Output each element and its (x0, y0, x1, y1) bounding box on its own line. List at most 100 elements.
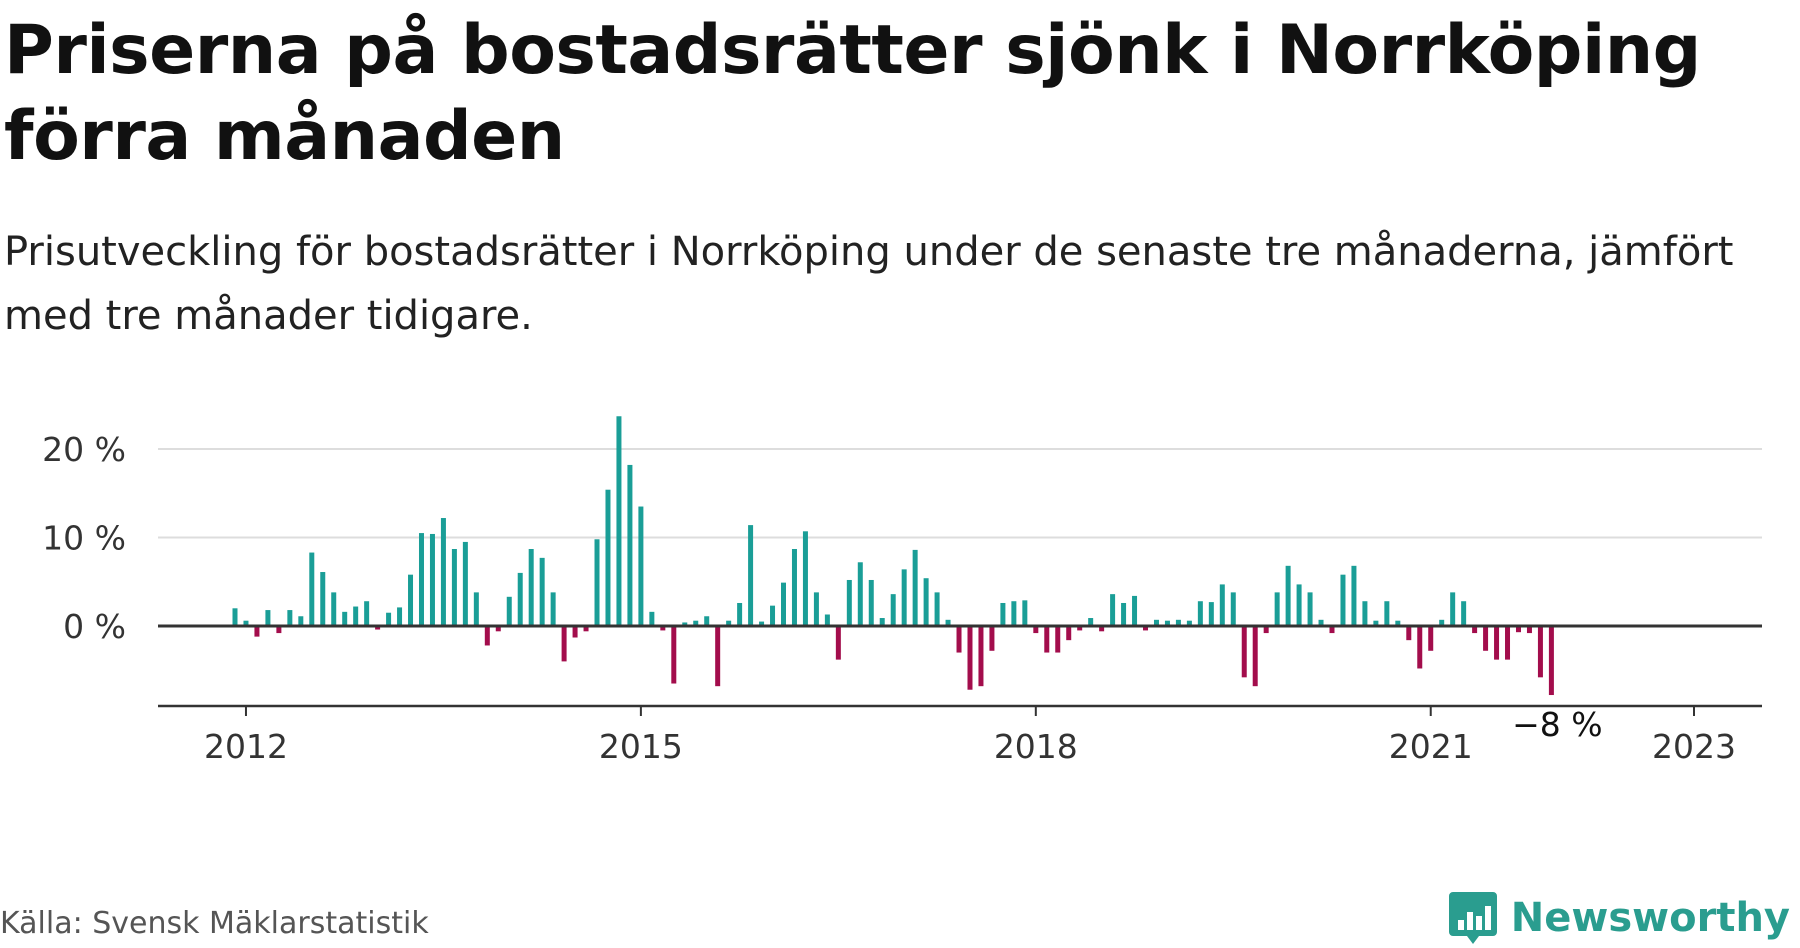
bar (1505, 626, 1511, 660)
bar (276, 626, 282, 634)
bar (473, 592, 479, 626)
bar (1132, 595, 1138, 626)
bar (802, 531, 808, 626)
bar (1088, 618, 1094, 626)
bar (1000, 602, 1006, 626)
bar (1055, 626, 1061, 653)
bar (451, 549, 457, 626)
bar (1494, 626, 1500, 660)
source-note: Källa: Svensk Mäklarstatistik (0, 906, 429, 941)
x-tick-label: 2012 (204, 727, 288, 766)
bar (1384, 601, 1390, 626)
bar (835, 626, 841, 660)
brand-logo[interactable]: Newsworthy (1448, 888, 1790, 948)
bar (1011, 601, 1017, 626)
bar (1143, 626, 1149, 631)
bar (1296, 584, 1302, 626)
bar (1274, 592, 1280, 626)
bar (1022, 600, 1028, 626)
bar (1307, 592, 1313, 626)
bar (671, 626, 677, 684)
bar (824, 614, 830, 627)
x-axis-labels: 2012 2015 2018 2021 2023 −8 % (204, 701, 1736, 766)
x-tick-label: 2018 (994, 727, 1078, 766)
bar (857, 562, 863, 626)
bar (1099, 626, 1105, 632)
last-value-label: −8 % (1512, 705, 1603, 744)
bar (1252, 626, 1258, 687)
bar (726, 620, 732, 626)
bar (386, 612, 392, 626)
bar (528, 549, 534, 626)
bar (1351, 565, 1357, 626)
chart-subtitle: Prisutveckling för bostadsrätter i Norrk… (4, 229, 1734, 339)
bar (682, 622, 688, 626)
y-axis-labels: 0 % 10 % 20 % (42, 430, 126, 646)
bar (1340, 574, 1346, 626)
bar (1537, 626, 1543, 678)
bar (397, 607, 403, 626)
bar (759, 621, 765, 626)
bar (1197, 601, 1203, 626)
bar (539, 557, 545, 626)
bar (1406, 626, 1412, 641)
bar (232, 608, 238, 626)
bar (1472, 626, 1478, 634)
bar (572, 626, 578, 638)
bar (638, 506, 644, 626)
bar (375, 626, 381, 630)
newsworthy-logo-icon (1448, 892, 1497, 944)
bar (1230, 592, 1236, 626)
bar (901, 569, 907, 626)
bar (704, 616, 710, 626)
bar (649, 611, 655, 626)
bar-chart: 0 % 10 % 20 % 2012 2015 2018 2021 2023 −8 % (42, 416, 1762, 766)
bar (408, 574, 414, 626)
bar (737, 602, 743, 626)
bar (254, 626, 260, 637)
bar (1439, 619, 1445, 626)
bar (967, 626, 973, 690)
bar (1077, 626, 1083, 631)
x-tick-label: 2015 (599, 727, 683, 766)
bar (1153, 619, 1159, 626)
bar (978, 626, 984, 687)
bar (912, 549, 918, 626)
bar (1548, 626, 1554, 696)
bar (1241, 626, 1247, 678)
chart-title: Priserna på bostadsrätter sjönk i Norrkö… (4, 11, 1701, 176)
bar (605, 489, 611, 626)
bar (1285, 565, 1291, 626)
bar (583, 626, 589, 632)
bar (309, 552, 315, 626)
bar (353, 606, 359, 626)
bar (923, 578, 929, 626)
bar (1208, 602, 1214, 626)
bar (1483, 626, 1489, 651)
bar (1121, 602, 1127, 626)
bar (1362, 601, 1368, 626)
bar (956, 626, 962, 653)
bar (1417, 626, 1423, 669)
bar (1263, 626, 1269, 634)
bar (1219, 584, 1225, 626)
bars (232, 416, 1554, 696)
bar (627, 464, 633, 626)
bar (1175, 619, 1181, 626)
x-tick-label: 2023 (1652, 727, 1736, 766)
bar (1515, 626, 1521, 633)
bar (868, 579, 874, 626)
bar (440, 518, 446, 626)
y-tick-label: 20 % (42, 430, 126, 469)
bar (1395, 620, 1401, 626)
bar (287, 610, 293, 626)
bar (594, 539, 600, 626)
y-tick-label: 0 % (63, 607, 126, 646)
bar (1526, 626, 1532, 634)
bar (495, 626, 501, 632)
axes (158, 624, 1762, 716)
bar (517, 572, 523, 626)
bar (550, 592, 556, 626)
bar (331, 592, 337, 626)
bar (945, 619, 951, 626)
